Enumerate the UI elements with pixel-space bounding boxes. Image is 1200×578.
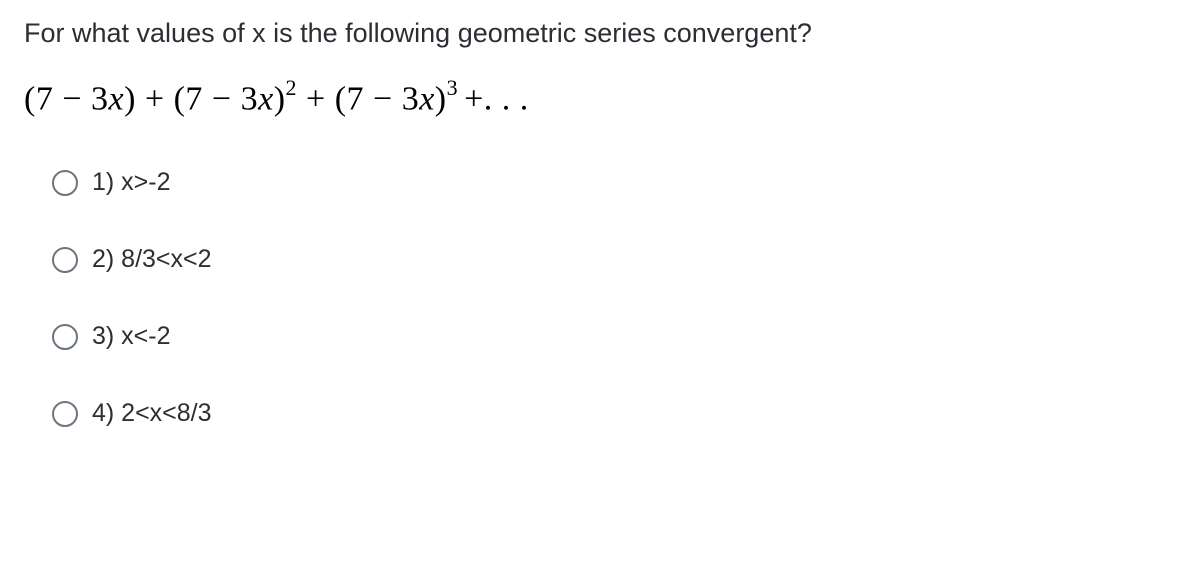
option-label: 3) x<-2 [92, 322, 171, 351]
question-equation: (7 − 3x) + (7 − 3x)2 + (7 − 3x)3 +. . . [24, 77, 1176, 118]
radio-icon[interactable] [52, 401, 78, 427]
option-label: 4) 2<x<8/3 [92, 399, 212, 428]
option-3[interactable]: 3) x<-2 [52, 322, 1176, 351]
option-1[interactable]: 1) x>-2 [52, 168, 1176, 197]
question-prompt: For what values of x is the following ge… [24, 18, 1176, 49]
option-4[interactable]: 4) 2<x<8/3 [52, 399, 1176, 428]
options-list: 1) x>-2 2) 8/3<x<2 3) x<-2 4) 2<x<8/3 [24, 168, 1176, 428]
radio-icon[interactable] [52, 324, 78, 350]
option-label: 1) x>-2 [92, 168, 171, 197]
option-label: 2) 8/3<x<2 [92, 245, 212, 274]
radio-icon[interactable] [52, 247, 78, 273]
radio-icon[interactable] [52, 170, 78, 196]
option-2[interactable]: 2) 8/3<x<2 [52, 245, 1176, 274]
